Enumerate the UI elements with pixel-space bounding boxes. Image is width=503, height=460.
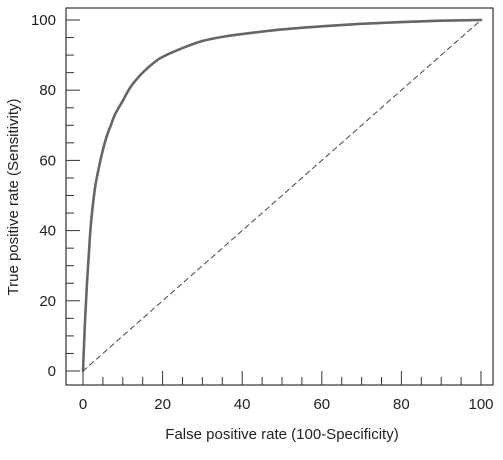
x-tick-label-80: 80	[393, 396, 410, 413]
plot-border	[65, 7, 494, 386]
y-tick-label-100: 100	[31, 12, 56, 29]
x-tick-label-20: 20	[154, 396, 171, 413]
x-tick-label-100: 100	[468, 396, 493, 413]
y-tick-label-40: 40	[39, 223, 56, 240]
x-tick-label-60: 60	[313, 396, 330, 413]
x-tick-label-0: 0	[79, 396, 87, 413]
axis-ticks	[66, 19, 482, 385]
y-tick-label-80: 80	[39, 82, 56, 99]
tick-labels: 0 20 40 60 80 100 0 20 40 60 80 100	[31, 12, 494, 413]
x-axis-label: False positive rate (100-Specificity)	[165, 426, 398, 443]
x-tick-label-40: 40	[234, 396, 251, 413]
y-tick-label-20: 20	[39, 293, 56, 310]
series-layer	[81, 18, 483, 373]
plot-frame	[65, 7, 494, 386]
reference-diagonal-line	[82, 19, 482, 372]
y-axis-label: True positive rate (Sensitivity)	[5, 98, 22, 295]
roc-curve-line	[81, 18, 483, 373]
y-tick-label-0: 0	[48, 363, 56, 380]
y-tick-label-60: 60	[39, 152, 56, 169]
